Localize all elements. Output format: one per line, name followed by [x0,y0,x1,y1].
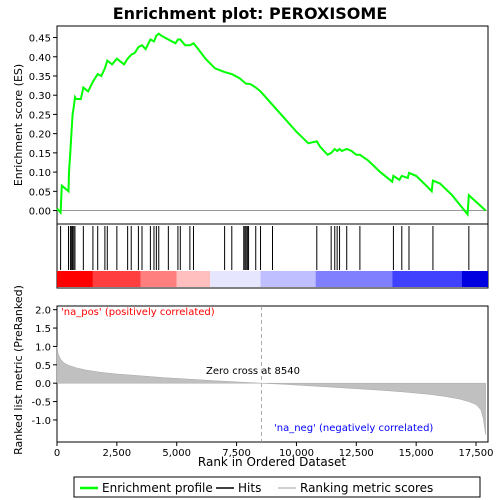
bottom-y-tick-label: -1.0 [31,416,51,427]
positive-correlation-label: 'na_pos' (positively correlated) [61,307,215,318]
legend-enrichment-label: Enrichment profile [102,481,213,495]
x-tick-label: 10,000 [279,448,314,459]
x-tick-label: 0 [54,448,60,459]
negative-correlation-label: 'na_neg' (negatively correlated) [274,423,433,434]
bottom-y-tick-label: -0.5 [31,398,51,409]
colorbar-segment [315,271,393,287]
bottom-y-tick-label: 1.5 [35,324,51,335]
chart-title: Enrichment plot: PEROXISOME [113,4,388,23]
top-y-tick-label: 0.05 [29,187,51,198]
rank-colorbar [57,271,488,287]
colorbar-segment [392,271,462,287]
enrichment-profile-line [56,32,487,218]
top-y-tick-label: 0.20 [29,130,51,141]
x-axis-label: Rank in Ordered Dataset [198,455,346,469]
top-y-tick-label: 0.10 [29,168,51,179]
top-y-tick-label: 0.00 [29,207,51,218]
legend: Enrichment profile Hits Ranking metric s… [73,476,481,498]
hits-panel [56,223,489,289]
colorbar-segment [57,271,93,287]
bottom-y-tick-label: 1.0 [35,342,51,353]
bottom-y-ticks: 2.0 1.5 1.0 0.5 0.0 -0.5 -1.0 [31,306,57,427]
x-tick-label: 15,000 [399,448,434,459]
bottom-y-tick-label: 2.0 [35,306,51,317]
x-tick-label: 7,500 [222,448,251,459]
x-ticks: 0 2,500 5,000 7,500 10,000 12,500 15,000 17,500 [54,442,494,459]
legend-ranking-label: Ranking metric scores [300,481,433,495]
ranking-metric-area [56,346,486,435]
x-tick-label: 2,500 [103,448,132,459]
bottom-y-tick-label: 0.5 [35,361,51,372]
colorbar-segment [92,271,141,287]
x-tick-label: 5,000 [162,448,191,459]
bottom-y-axis-label: Ranked list metric (PreRanked) [12,285,25,455]
enrichment-score-panel: 0.00 0.05 0.10 0.15 0.20 0.25 0.30 0.35 0.40 0.45… [12,25,489,225]
zero-cross-label: Zero cross at 8540 [206,366,300,377]
colorbar-segment [461,271,488,287]
top-y-tick-label: 0.45 [29,34,51,45]
x-tick-label: 12,500 [339,448,374,459]
top-y-tick-label: 0.25 [29,110,51,121]
top-plot-frame [56,25,489,225]
bottom-y-tick-label: 0.0 [35,379,51,390]
colorbar-segment [140,271,177,287]
bottom-plot-frame [56,305,489,443]
x-tick-label: 17,500 [459,448,494,459]
top-y-tick-label: 0.15 [29,149,51,160]
ranked-metric-panel: 2.0 1.5 1.0 0.5 0.0 -0.5 -1.0 'na_pos' (positi… [12,285,494,469]
legend-box [73,476,481,498]
top-y-tick-label: 0.30 [29,91,51,102]
colorbar-segment [176,271,211,287]
colorbar-segment [260,271,316,287]
legend-hits-label: Hits [238,481,261,495]
top-y-axis-label: Enrichment score (ES) [12,64,25,186]
top-y-tick-label: 0.40 [29,53,51,64]
colorbar-segment [210,271,261,287]
top-y-tick-label: 0.35 [29,72,51,83]
hit-markers [60,226,470,270]
top-y-ticks: 0.00 0.05 0.10 0.15 0.20 0.25 0.30 0.35 0.40 0.45 [29,34,57,218]
